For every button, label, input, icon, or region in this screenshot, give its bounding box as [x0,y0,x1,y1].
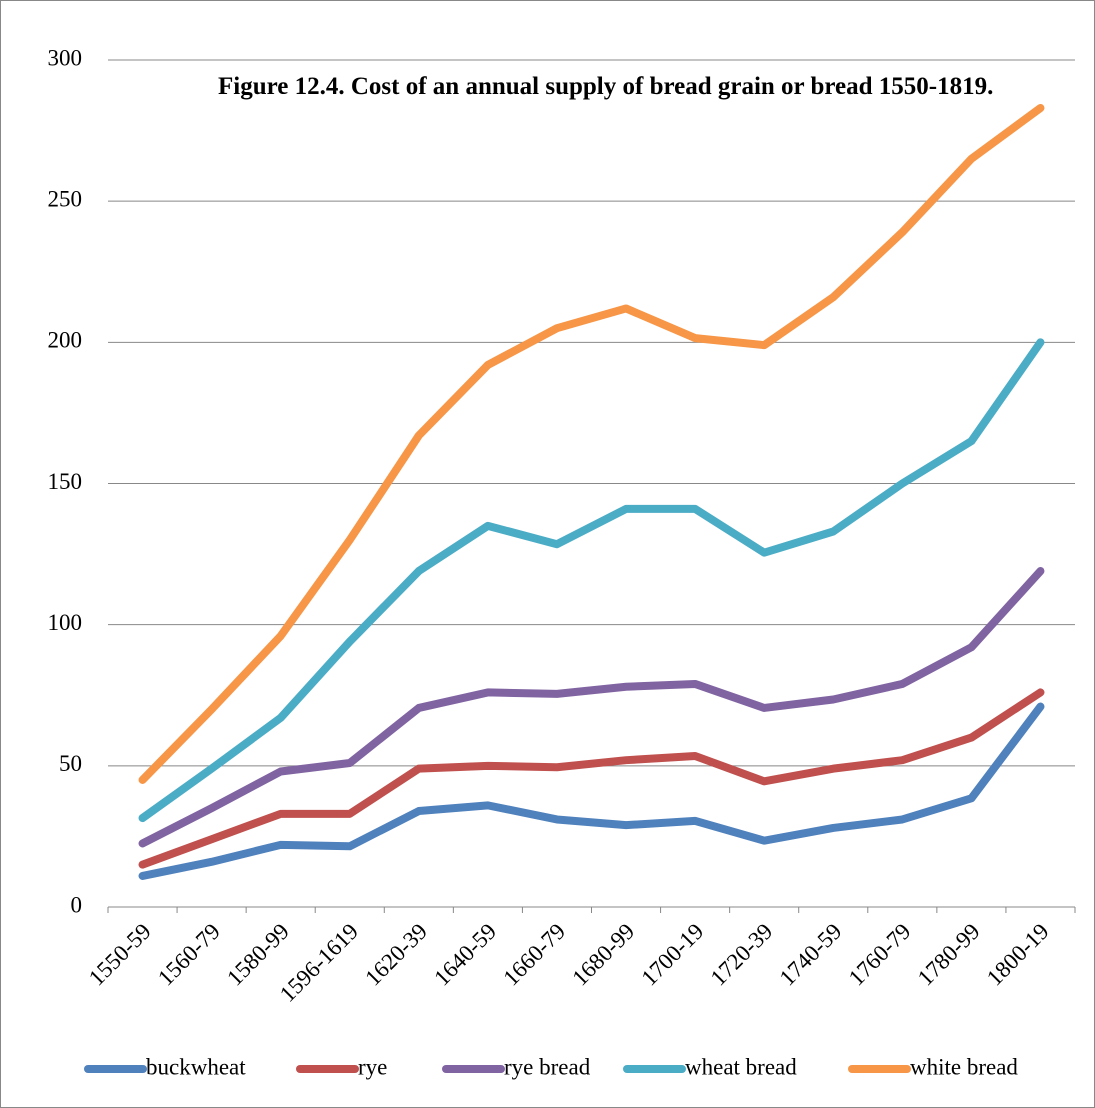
chart-title: Figure 12.4. Cost of an annual supply of… [218,73,994,100]
data-line [138,567,1045,848]
data-line [138,688,1045,869]
y-tick-label: 150 [48,469,83,494]
data-line [138,103,1045,784]
y-tick-label: 0 [71,892,83,917]
legend-label: white bread [910,1054,1018,1079]
legend-label: wheat bread [685,1054,797,1079]
y-tick-label: 50 [59,751,82,776]
data-line [138,338,1045,823]
y-tick-label: 300 [48,45,83,70]
data-line [138,702,1045,880]
y-tick-label: 100 [48,610,83,635]
legend-label: rye bread [504,1054,591,1079]
legend-label: buckwheat [146,1054,246,1079]
y-tick-label: 250 [48,186,83,211]
y-tick-label: 200 [48,328,83,353]
legend-label: rye [358,1054,387,1079]
